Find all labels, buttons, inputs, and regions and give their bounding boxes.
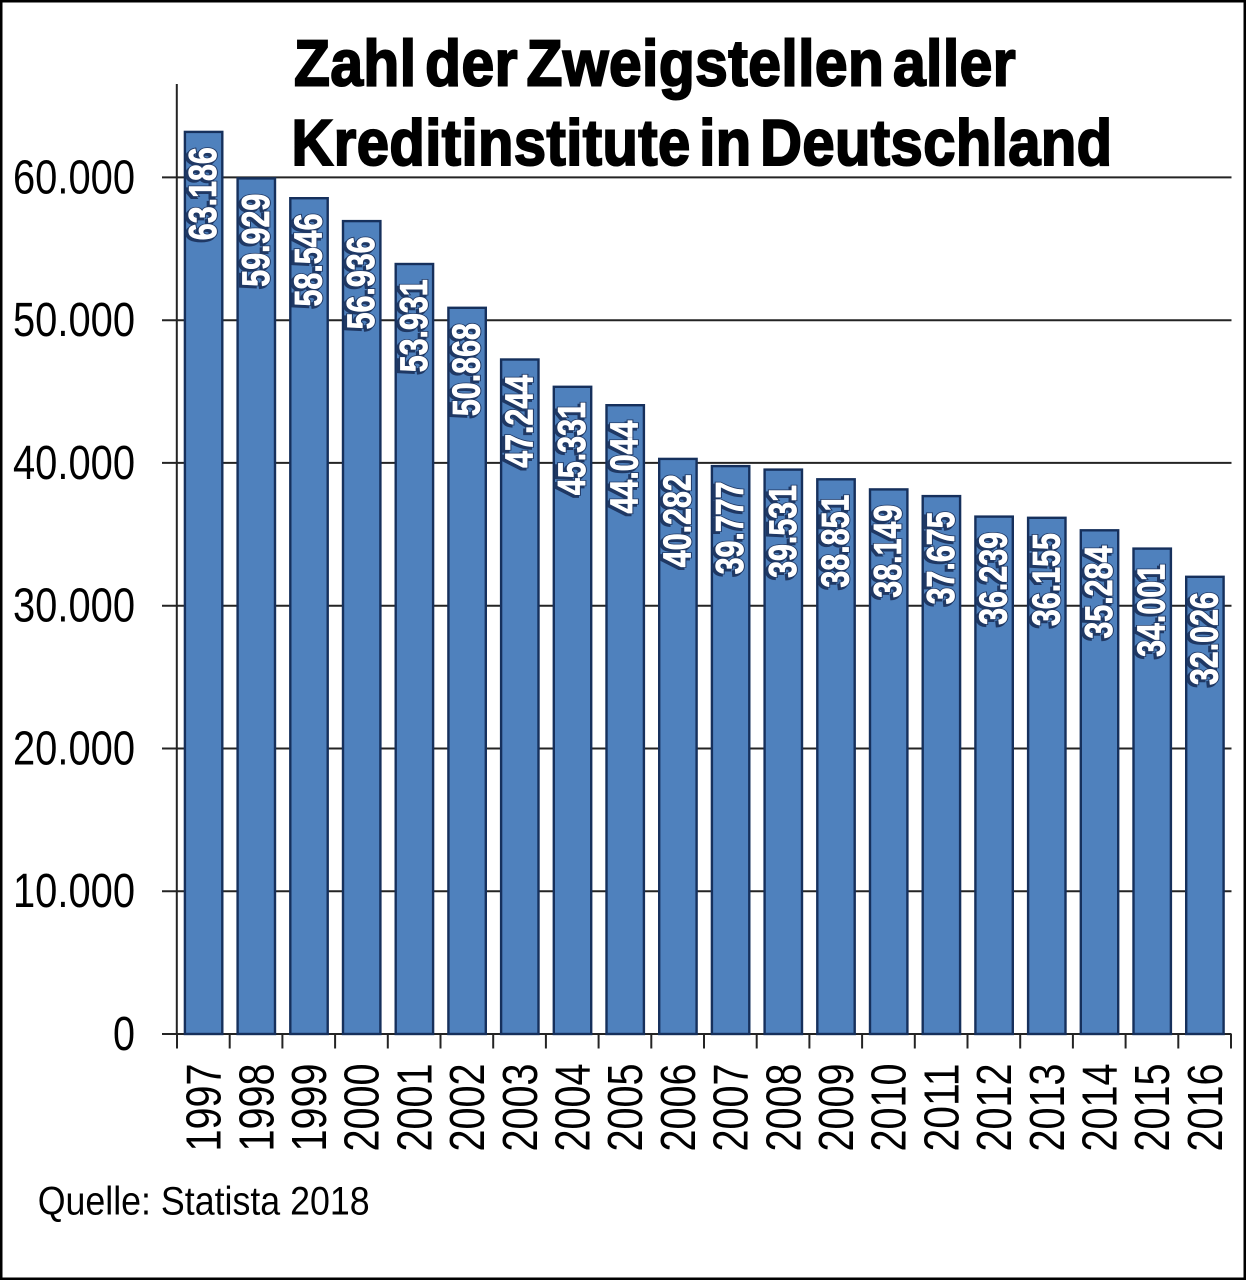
svg-text:59.929: 59.929 [235,194,278,287]
svg-text:36.239: 36.239 [973,532,1016,625]
svg-text:40.282: 40.282 [656,474,699,567]
svg-text:58.546: 58.546 [288,214,331,307]
svg-text:40.282: 40.282 [654,476,697,569]
svg-text:59.929: 59.929 [235,194,278,287]
svg-text:47.244: 47.244 [496,376,539,469]
svg-text:44.044: 44.044 [604,420,647,513]
svg-text:44.044: 44.044 [604,420,647,513]
svg-text:37.675: 37.675 [920,511,963,604]
svg-text:2011: 2011 [915,1064,969,1152]
svg-text:47.244: 47.244 [498,374,541,467]
svg-text:40.000: 40.000 [13,437,135,490]
svg-text:Zahl der Zweigstellen aller: Zahl der Zweigstellen aller [294,27,1016,100]
svg-text:2001: 2001 [388,1064,442,1152]
svg-text:56.936: 56.936 [340,236,383,329]
svg-text:2008: 2008 [757,1064,811,1152]
svg-text:38.149: 38.149 [867,505,910,598]
svg-text:35.284: 35.284 [1078,545,1121,638]
svg-text:58.546: 58.546 [288,214,331,307]
svg-text:50.868: 50.868 [444,325,487,418]
svg-text:32.026: 32.026 [1183,592,1226,685]
svg-text:39.777: 39.777 [707,483,750,576]
svg-text:2004: 2004 [547,1064,601,1152]
svg-text:44.044: 44.044 [602,422,645,515]
svg-text:32.026: 32.026 [1183,592,1226,685]
svg-text:2013: 2013 [1021,1064,1075,1152]
svg-text:59.929: 59.929 [233,196,276,289]
svg-text:39.531: 39.531 [762,485,805,578]
svg-text:20.000: 20.000 [13,723,135,776]
svg-text:38.851: 38.851 [815,495,858,588]
svg-text:53.931: 53.931 [393,279,436,372]
svg-text:35.284: 35.284 [1076,547,1119,640]
svg-text:10.000: 10.000 [13,865,135,918]
svg-text:2006: 2006 [652,1064,706,1152]
svg-text:36.155: 36.155 [1023,535,1066,628]
svg-text:56.936: 56.936 [338,238,381,331]
svg-text:38.851: 38.851 [813,497,856,590]
svg-text:1999: 1999 [283,1064,337,1152]
svg-text:38.149: 38.149 [865,507,908,600]
svg-text:36.239: 36.239 [973,532,1016,625]
svg-text:2012: 2012 [968,1064,1022,1152]
svg-text:36.155: 36.155 [1025,533,1068,626]
svg-text:38.851: 38.851 [815,495,858,588]
svg-text:50.868: 50.868 [446,323,489,416]
svg-text:47.244: 47.244 [498,374,541,467]
svg-text:Quelle: Statista 2018: Quelle: Statista 2018 [38,1180,370,1224]
svg-text:2003: 2003 [494,1064,548,1152]
svg-text:2009: 2009 [810,1064,864,1152]
svg-text:2010: 2010 [863,1064,917,1152]
svg-text:39.777: 39.777 [709,481,752,574]
svg-text:2016: 2016 [1179,1064,1233,1152]
svg-text:40.282: 40.282 [656,474,699,567]
svg-text:45.331: 45.331 [551,402,594,495]
svg-text:35.284: 35.284 [1078,545,1121,638]
svg-text:34.001: 34.001 [1131,564,1174,657]
svg-text:32.026: 32.026 [1181,594,1224,687]
svg-text:58.546: 58.546 [286,216,329,309]
svg-text:45.331: 45.331 [551,402,594,495]
svg-text:Kreditinstitute in Deutschland: Kreditinstitute in Deutschland [292,106,1113,179]
svg-text:36.155: 36.155 [1025,533,1068,626]
svg-text:50.000: 50.000 [13,294,135,347]
svg-text:39.531: 39.531 [760,487,803,580]
svg-text:2014: 2014 [1074,1064,1128,1152]
svg-text:39.777: 39.777 [709,481,752,574]
svg-text:34.001: 34.001 [1129,566,1172,659]
svg-text:56.936: 56.936 [340,236,383,329]
svg-text:0: 0 [113,1008,135,1061]
svg-text:45.331: 45.331 [549,404,592,497]
svg-text:63.186: 63.186 [180,149,223,242]
svg-text:2005: 2005 [599,1064,653,1152]
svg-text:2015: 2015 [1126,1064,1180,1152]
svg-text:60.000: 60.000 [13,151,135,204]
svg-text:1998: 1998 [230,1064,284,1152]
svg-text:39.531: 39.531 [762,485,805,578]
svg-text:34.001: 34.001 [1131,564,1174,657]
svg-text:2007: 2007 [705,1064,759,1152]
svg-text:63.186: 63.186 [182,147,225,240]
svg-text:1997: 1997 [178,1064,232,1152]
svg-text:2000: 2000 [336,1064,390,1152]
svg-text:50.868: 50.868 [446,323,489,416]
svg-text:36.239: 36.239 [971,534,1014,627]
svg-text:63.186: 63.186 [182,147,225,240]
svg-text:30.000: 30.000 [13,580,135,633]
svg-text:37.675: 37.675 [920,511,963,604]
svg-text:53.931: 53.931 [391,281,434,374]
svg-text:38.149: 38.149 [867,505,910,598]
svg-text:37.675: 37.675 [918,513,961,606]
svg-text:2002: 2002 [441,1064,495,1152]
svg-text:53.931: 53.931 [393,279,436,372]
